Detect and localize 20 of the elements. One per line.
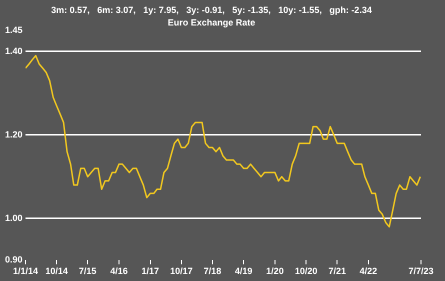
x-tick-label: 7/7/23 (408, 266, 434, 276)
y-tick-label: 1.00 (4, 212, 23, 223)
x-tick-label: 1/1/14 (13, 266, 38, 276)
chart-title: Euro Exchange Rate (168, 18, 256, 28)
y-tick-label: 0.90 (4, 254, 23, 265)
x-tick-label: 7/15 (78, 266, 96, 276)
y-tick-label: 1.20 (4, 129, 23, 140)
x-tick-label: 7/21 (328, 266, 346, 276)
y-tick-label: 1.40 (4, 46, 23, 56)
x-tick-label: 1/17 (142, 266, 160, 276)
x-tick-label: 4/22 (360, 266, 378, 276)
x-tick-label: 4/16 (110, 266, 128, 276)
x-tick-label: 10/14 (45, 266, 68, 276)
y-tick-label: 1.45 (4, 25, 23, 36)
x-tick-label: 10/17 (170, 266, 193, 276)
x-tick-label: 1/20 (266, 266, 284, 276)
x-tick-label: 4/19 (234, 266, 252, 276)
x-tick-label: 7/18 (204, 266, 222, 276)
x-tick-label: 10/20 (294, 266, 318, 276)
chart-subtitle: 3m: 0.57, 6m: 3.07, 1y: 7.95, 3y: -0.91, 5y: -1.35, 10y: -1.55, gph: -2.34 (51, 4, 372, 15)
